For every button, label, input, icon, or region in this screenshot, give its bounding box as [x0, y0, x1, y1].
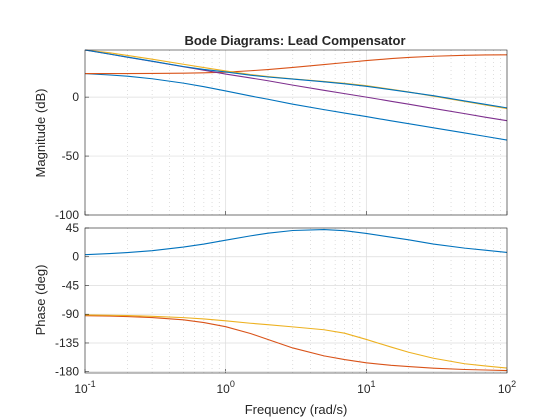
- phase-y-axis-label: Phase (deg): [33, 265, 48, 336]
- magnitude-plot-area: [85, 50, 507, 215]
- x-tick-label: 10-1: [74, 379, 95, 396]
- magnitude-axes-box: [84, 49, 508, 216]
- phase-series: [84, 228, 508, 372]
- x-tick-label: 102: [498, 379, 516, 396]
- magnitude-series-line-2: [85, 54, 508, 75]
- phase-y-tick-label: -180: [55, 365, 79, 379]
- magnitude-y-tick-label: -100: [55, 208, 79, 222]
- x-axis-label: Frequency (rad/s): [245, 402, 348, 417]
- x-tick-label: 100: [216, 379, 234, 396]
- phase-y-tick-label: -45: [62, 278, 80, 292]
- magnitude-panel: -100 -50 0 Magnitude (dB): [33, 49, 508, 222]
- phase-panel: -180 -135 -90 -45 0 45 Phase (deg): [33, 221, 508, 379]
- x-axis-ticks: 10-1 100 101 102: [74, 379, 516, 396]
- magnitude-y-tick-label: -50: [62, 149, 80, 163]
- magnitude-y-axis-label: Magnitude (dB): [33, 89, 48, 178]
- phase-series-line-1: [84, 228, 508, 256]
- phase-y-tick-label: -90: [62, 307, 80, 321]
- phase-axes-box: [84, 227, 508, 374]
- phase-y-ticks: -180 -135 -90 -45 0 45: [55, 221, 89, 379]
- magnitude-y-ticks: -100 -50 0: [55, 90, 89, 222]
- phase-y-tick-label: 0: [72, 250, 79, 264]
- magnitude-series-line-1: [84, 73, 508, 141]
- phase-plot-area: [85, 228, 507, 373]
- x-tick-label: 101: [357, 379, 375, 396]
- magnitude-series-line-5: [84, 49, 508, 109]
- chart-title: Bode Diagrams: Lead Compensator: [184, 33, 405, 48]
- phase-y-tick-label: -135: [55, 336, 79, 350]
- phase-series-line-2: [84, 315, 508, 372]
- phase-y-tick-label: 45: [66, 221, 80, 235]
- magnitude-series: [84, 49, 508, 141]
- magnitude-y-tick-label: 0: [72, 90, 79, 104]
- phase-series-line-3: [84, 314, 508, 369]
